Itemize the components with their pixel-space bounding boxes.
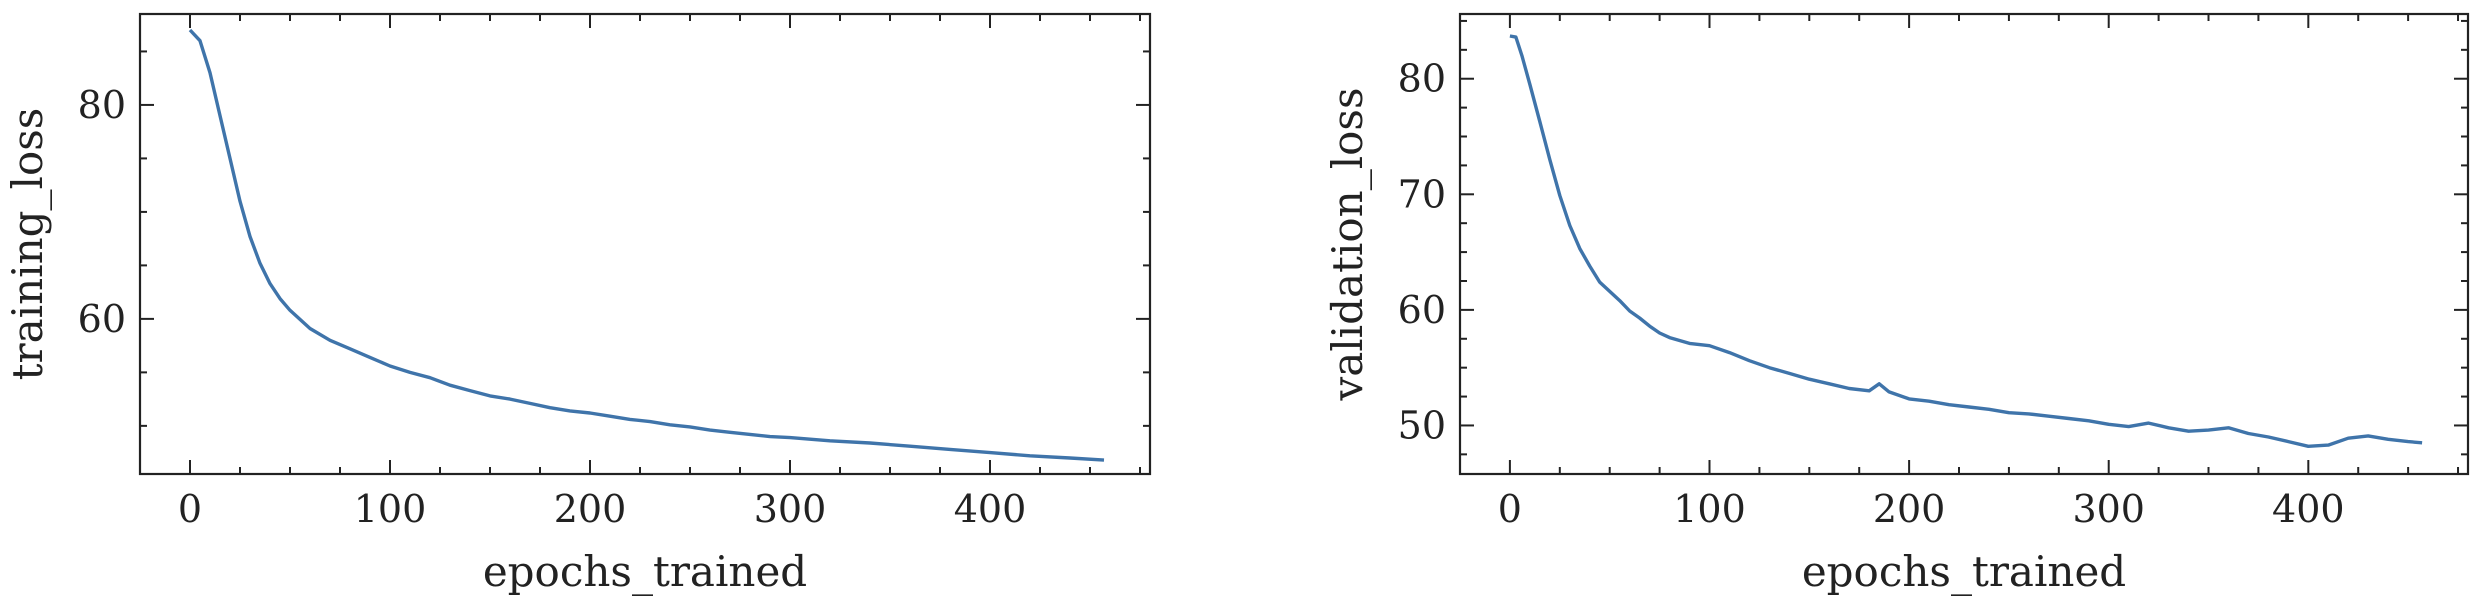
- y-axis-label: training_loss: [3, 108, 52, 381]
- x-tick-label: 300: [2072, 487, 2145, 531]
- x-tick-label: 100: [1673, 487, 1746, 531]
- y-tick-label: 70: [1398, 172, 1446, 216]
- x-axis-label: epochs_trained: [483, 547, 807, 596]
- plot-frame: [138, 12, 1152, 476]
- x-tick-label: 0: [178, 487, 202, 531]
- x-tick-label: 100: [354, 487, 427, 531]
- x-tick-label: 200: [1873, 487, 1946, 531]
- x-tick-label: 300: [754, 487, 827, 531]
- y-axis-label: validation_loss: [1323, 87, 1372, 401]
- y-tick-label: 80: [1398, 57, 1446, 101]
- x-tick-label: 400: [2272, 487, 2345, 531]
- series-line: [1509, 34, 2423, 448]
- y-tick-label: 80: [78, 83, 126, 127]
- x-axis-label: epochs_trained: [1802, 547, 2126, 596]
- chart-validation-loss: 0 100 200 300 400 50 60 70 80 epochs_trained valid…: [1323, 12, 2470, 596]
- x-tick-label: 0: [1498, 487, 1522, 531]
- series-line: [188, 28, 1105, 462]
- y-tick-label: 50: [1398, 403, 1446, 447]
- x-tick-label: 200: [554, 487, 627, 531]
- chart-training-loss: 0 100 200 300 400 60 80 epochs_trained training_…: [3, 12, 1152, 596]
- y-tick-label: 60: [1398, 288, 1446, 332]
- x-tick-label: 400: [954, 487, 1027, 531]
- plot-frame: [1458, 12, 2470, 476]
- y-tick-label: 60: [78, 297, 126, 341]
